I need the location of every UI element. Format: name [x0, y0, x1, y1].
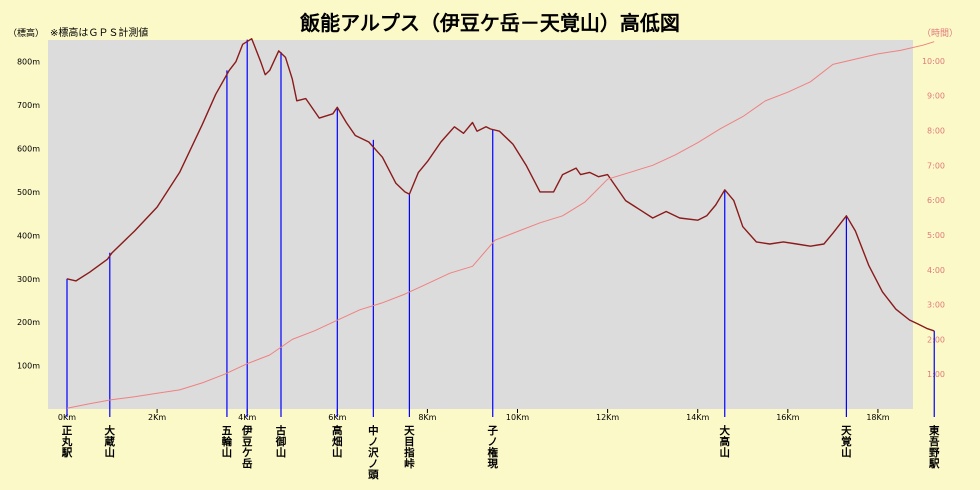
time-series-line [66, 41, 935, 409]
waypoint-label: 五輪山 [222, 425, 233, 459]
waypoint-label: 古御山 [275, 424, 287, 459]
y-axis-left: 100m 200m 300m 400m 500m 600m 700m 800m [17, 58, 40, 371]
y-tick-label: 300m [17, 275, 40, 284]
y-tick-label: 100m [17, 362, 40, 371]
x-tick-label: 14Km [686, 413, 709, 422]
y2-tick-label: 10:00 [922, 57, 945, 66]
x-axis: 0Km 2Km 4Km 6Km 8Km 10Km 12Km 14Km 16Km 18Km [58, 409, 890, 422]
x-tick-label: 8Km [418, 413, 436, 422]
y-tick-label: 600m [17, 145, 40, 154]
chart-series [66, 38, 935, 409]
y2-tick-label: 3:00 [927, 301, 945, 310]
y2-tick-label: 7:00 [927, 161, 945, 170]
y2-tick-label: 1:00 [927, 370, 945, 379]
x-tick-label: 4Km [238, 413, 256, 422]
waypoint-label: 東吾野駅 [929, 424, 940, 470]
x-tick-label: 18Km [866, 413, 889, 422]
waypoint-label: 伊豆ケ岳 [241, 424, 253, 470]
waypoint-label: 中ノ沢ノ頭 [368, 424, 379, 481]
y2-tick-label: 2:00 [927, 335, 945, 344]
left-axis-label: （標高） [8, 27, 44, 39]
y2-tick-label: 6:00 [927, 196, 945, 205]
y2-tick-label: 5:00 [927, 231, 945, 240]
elevation-note: ※標高はＧＰＳ計測値 [50, 26, 148, 39]
chart-title: 飯能アルプス（伊豆ケ岳－天覚山）高低図 [299, 11, 680, 35]
plot-area [48, 40, 913, 409]
waypoint-markers [66, 39, 935, 417]
waypoint-label: 子ノ権現 [487, 425, 498, 470]
y-tick-label: 200m [17, 318, 40, 327]
waypoint-label: 天覚山 [841, 425, 852, 459]
x-tick-label: 6Km [328, 413, 346, 422]
x-tick-label: 16Km [776, 413, 799, 422]
y-axis-right: 1:00 2:00 3:00 4:00 5:00 6:00 7:00 8:00 9:00 10:0… [922, 57, 945, 379]
y2-tick-label: 4:00 [927, 266, 945, 275]
waypoint-label: 高畑山 [332, 424, 343, 459]
y-tick-label: 500m [17, 188, 40, 197]
waypoint-label: 大蔵山 [105, 424, 116, 459]
elevation-series-line [66, 38, 935, 332]
y-tick-label: 700m [17, 101, 40, 110]
x-tick-label: 10Km [506, 413, 529, 422]
right-axis-label: （時間） [922, 28, 958, 39]
y2-tick-label: 8:00 [927, 127, 945, 136]
waypoint-label: 大高山 [720, 424, 731, 459]
x-tick-label: 0Km [58, 413, 76, 422]
y2-tick-label: 9:00 [927, 92, 945, 101]
x-tick-label: 12Km [596, 413, 619, 422]
waypoint-label: 正丸駅 [61, 425, 73, 459]
waypoint-label: 天目指峠 [404, 425, 415, 470]
y-tick-label: 800m [17, 58, 40, 67]
x-tick-label: 2Km [148, 413, 166, 422]
y-tick-label: 400m [17, 231, 40, 240]
